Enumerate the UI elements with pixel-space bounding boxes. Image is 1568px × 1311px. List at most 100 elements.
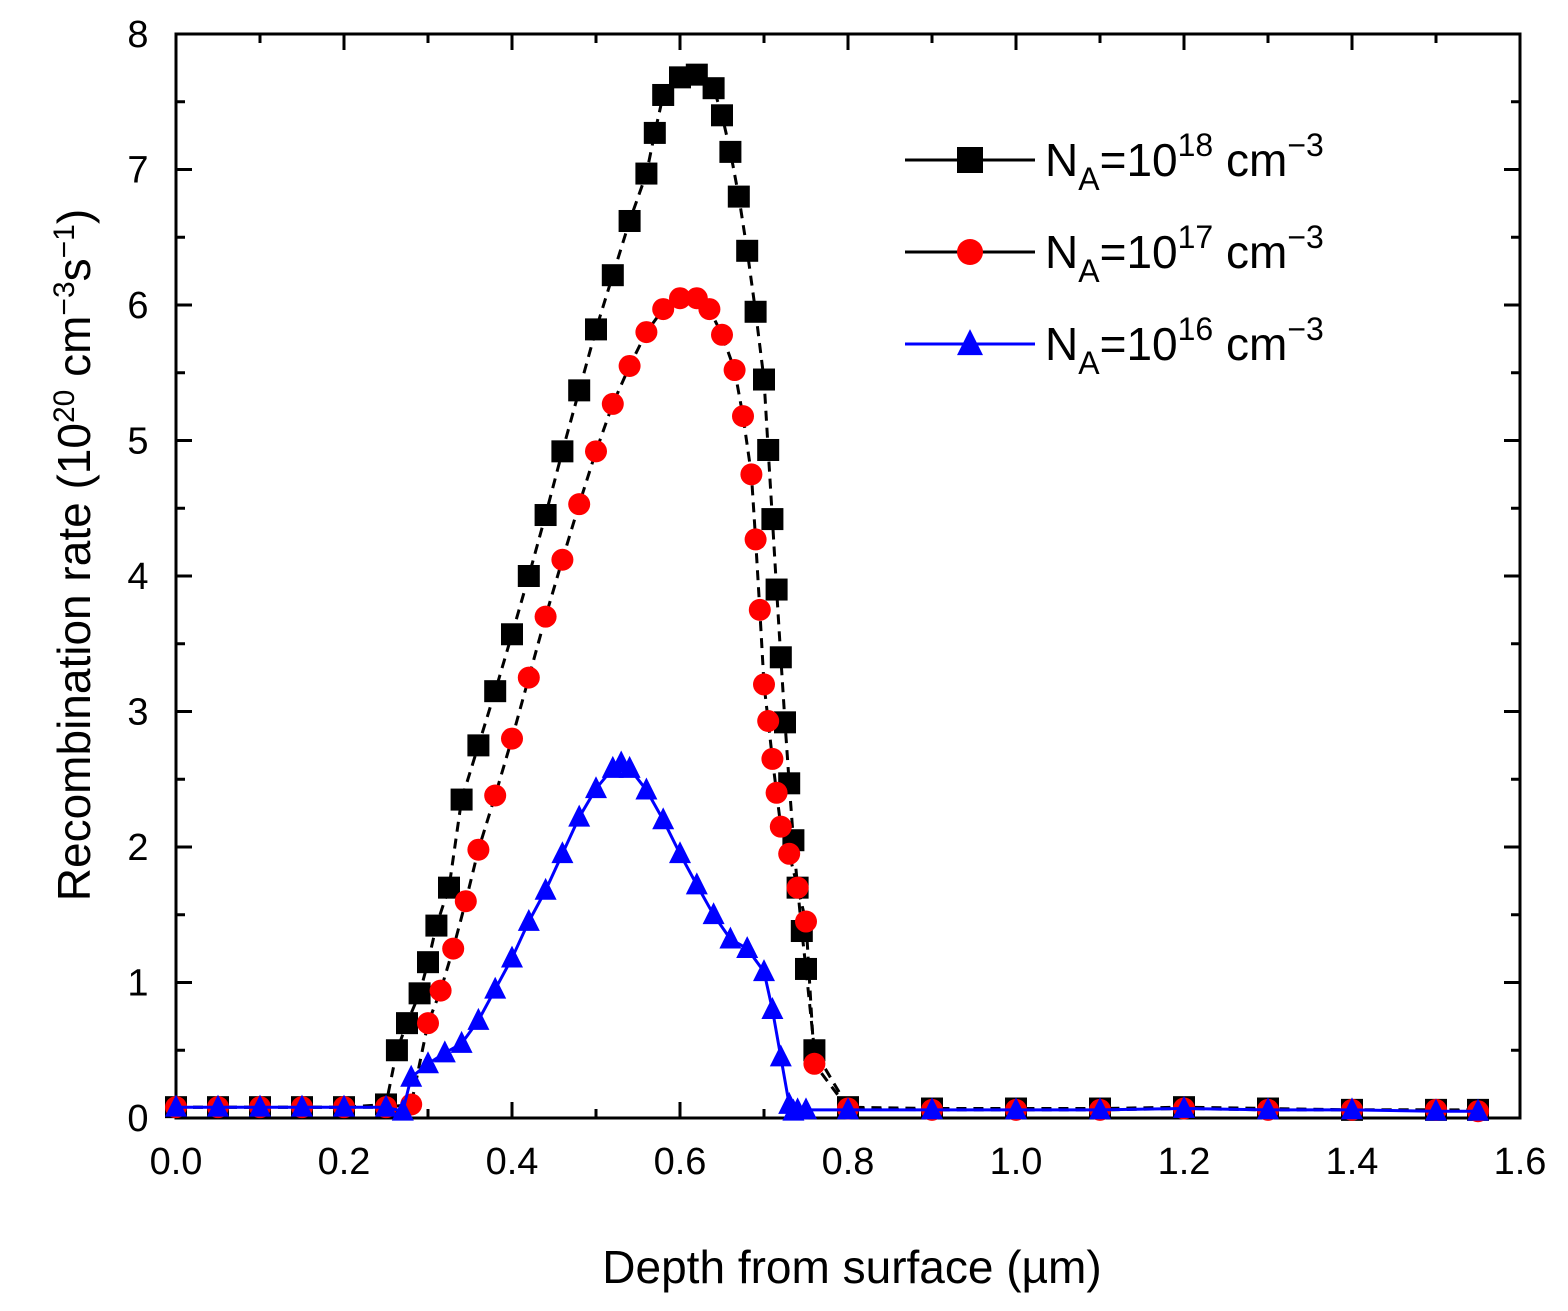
y-axis-title: Recombination rate (1020 cm−3s−1) <box>48 209 100 901</box>
data-point <box>765 578 788 601</box>
data-point <box>1425 1098 1447 1121</box>
data-point <box>635 162 658 185</box>
data-point <box>786 876 809 899</box>
data-point <box>702 77 725 100</box>
data-point <box>652 83 675 106</box>
data-point <box>385 1039 408 1062</box>
legend-label: NA=1016 cm−3 <box>1045 311 1324 381</box>
legend-entry: NA=1016 cm−3 <box>905 311 1324 381</box>
data-point <box>761 508 784 531</box>
data-point <box>601 264 624 287</box>
data-point <box>685 872 708 895</box>
data-point <box>753 959 775 982</box>
data-point <box>375 1094 397 1117</box>
x-tick-label: 1.0 <box>990 1141 1043 1183</box>
data-point <box>417 1012 439 1035</box>
series-layer <box>165 63 1489 1123</box>
y-tick-label: 0 <box>127 1098 148 1140</box>
data-point <box>727 185 750 208</box>
data-point <box>249 1094 271 1117</box>
data-point <box>467 838 490 861</box>
data-point <box>425 914 448 937</box>
data-point <box>753 368 775 391</box>
data-point <box>774 711 796 734</box>
legend-label: NA=1017 cm−3 <box>1045 219 1324 289</box>
data-point <box>723 359 746 382</box>
data-point <box>467 734 490 757</box>
y-tick-label: 5 <box>127 421 148 463</box>
data-point <box>165 1094 187 1117</box>
legend-entry: NA=1018 cm−3 <box>905 127 1324 197</box>
data-point <box>484 784 507 807</box>
y-tick-label: 2 <box>127 827 148 869</box>
data-point <box>467 1007 490 1030</box>
data-point <box>635 777 658 800</box>
data-point <box>585 318 607 341</box>
data-point <box>795 957 817 980</box>
data-point <box>740 463 763 486</box>
legend-marker <box>957 329 983 356</box>
x-tick-label: 0.6 <box>654 1141 707 1183</box>
data-point <box>732 405 754 428</box>
data-point <box>484 976 507 999</box>
data-point <box>408 982 431 1005</box>
x-tick-label: 0.2 <box>318 1141 371 1183</box>
data-point <box>748 598 771 621</box>
data-point <box>484 680 507 703</box>
data-point <box>551 440 574 463</box>
data-point <box>400 1064 423 1087</box>
x-tick-label: 1.6 <box>1494 1141 1547 1183</box>
legend-marker <box>957 147 983 173</box>
data-point <box>442 937 465 960</box>
data-point <box>618 354 641 377</box>
x-tick-label: 0.0 <box>150 1141 203 1183</box>
data-point <box>333 1094 355 1117</box>
data-point <box>417 1051 439 1074</box>
data-point <box>635 321 658 344</box>
data-point <box>1089 1097 1111 1120</box>
data-point <box>685 63 708 86</box>
y-tick-label: 1 <box>127 963 148 1005</box>
legend-marker <box>957 239 983 265</box>
data-point <box>837 1097 859 1120</box>
data-point <box>517 666 540 689</box>
data-point <box>517 565 540 587</box>
x-tick-label: 1.4 <box>1326 1141 1379 1183</box>
y-tick-label: 6 <box>127 285 148 327</box>
data-point <box>753 673 775 696</box>
data-point <box>761 997 784 1020</box>
data-point <box>417 951 439 974</box>
data-point <box>736 936 759 959</box>
data-point <box>1173 1095 1195 1118</box>
data-point <box>450 1030 473 1053</box>
data-point <box>757 709 780 732</box>
data-point <box>450 788 473 811</box>
data-point <box>534 877 557 900</box>
y-tick-label: 7 <box>127 150 148 192</box>
data-point <box>719 926 742 949</box>
data-point <box>618 755 641 778</box>
data-point <box>396 1012 418 1035</box>
data-point <box>702 902 725 925</box>
data-point <box>744 528 767 551</box>
data-point <box>501 945 523 968</box>
data-point <box>601 392 624 415</box>
data-point <box>669 66 691 89</box>
data-point <box>551 548 574 571</box>
data-point <box>769 646 792 669</box>
data-point <box>501 727 523 750</box>
data-point <box>795 1097 817 1120</box>
series-triangle <box>165 750 1489 1121</box>
data-point <box>744 300 767 323</box>
data-point <box>551 841 574 864</box>
data-point <box>291 1094 313 1117</box>
data-point <box>669 287 691 310</box>
data-point <box>585 440 607 463</box>
data-point <box>534 605 557 628</box>
legend-label: NA=1018 cm−3 <box>1045 127 1324 197</box>
data-point <box>769 815 792 838</box>
legend-entry: NA=1017 cm−3 <box>905 219 1324 289</box>
data-point <box>761 747 784 770</box>
x-tick-label: 1.2 <box>1158 1141 1211 1183</box>
